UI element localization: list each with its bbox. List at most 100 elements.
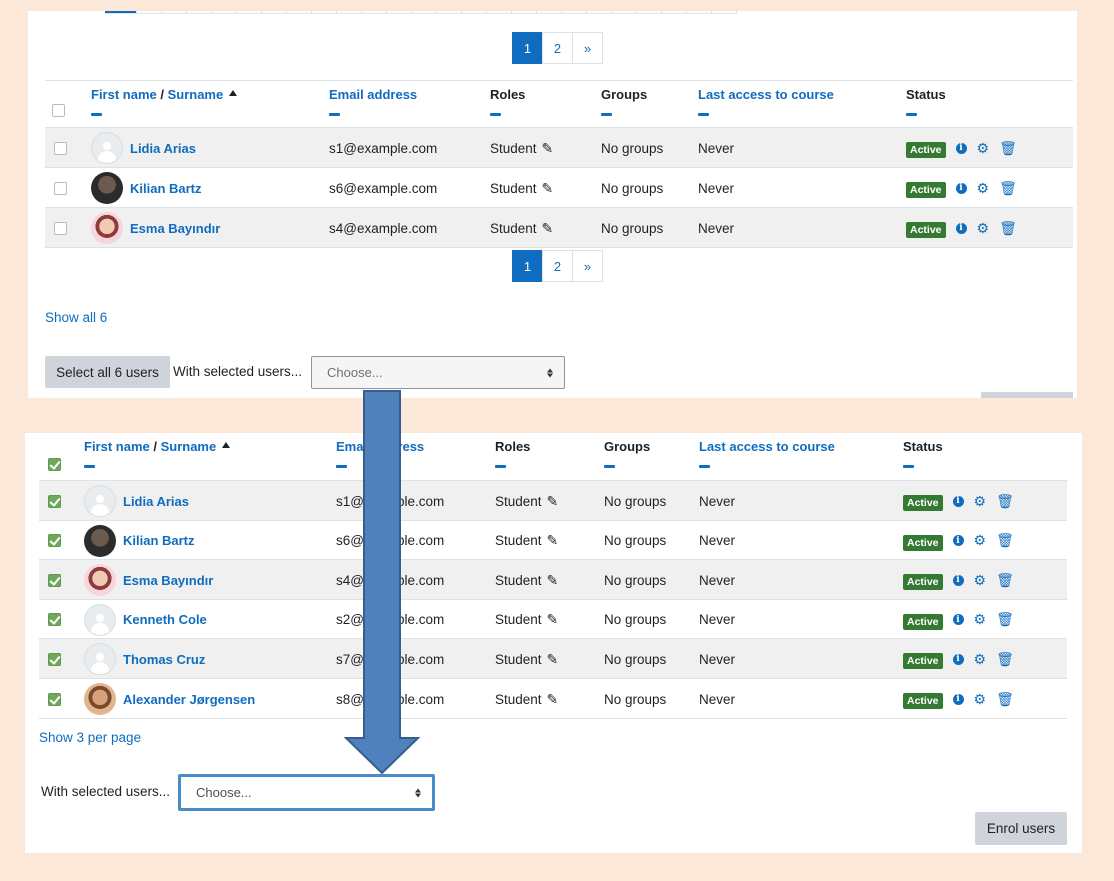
user-name-link[interactable]: Esma Bayındır — [130, 220, 221, 236]
gear-icon[interactable]: ⚙ — [973, 532, 987, 549]
next-page-link[interactable]: » — [572, 32, 603, 64]
page-1-link[interactable]: 1 — [512, 32, 543, 64]
next-page-link[interactable]: » — [572, 250, 603, 282]
user-name-link[interactable]: Kilian Bartz — [123, 533, 195, 549]
info-icon[interactable]: i — [952, 693, 964, 705]
gear-icon[interactable]: ⚙ — [973, 571, 987, 588]
first-name-sort-link[interactable]: First name — [84, 439, 150, 454]
row-checkbox[interactable] — [48, 613, 61, 627]
trash-icon[interactable]: 🗑 — [996, 532, 1014, 549]
trash-icon[interactable]: 🗑 — [999, 139, 1017, 156]
avatar[interactable] — [91, 172, 123, 204]
row-checkbox[interactable] — [48, 534, 61, 548]
info-icon[interactable]: i — [955, 182, 967, 194]
avatar[interactable] — [84, 524, 116, 557]
last-access-sort-link[interactable]: Last access to course — [698, 87, 834, 102]
avatar[interactable] — [84, 564, 116, 597]
row-checkbox[interactable] — [48, 652, 61, 666]
last-access-cell: Never — [699, 493, 736, 509]
trash-icon[interactable]: 🗑 — [996, 690, 1014, 707]
gear-icon[interactable]: ⚙ — [973, 611, 987, 628]
surname-sort-link[interactable]: Surname — [167, 87, 224, 102]
collapse-column-icon[interactable] — [906, 113, 917, 116]
trash-icon[interactable]: 🗑 — [996, 611, 1014, 628]
bulk-action-select[interactable]: Choose... — [311, 356, 565, 389]
page-1-link[interactable]: 1 — [512, 250, 543, 282]
info-icon[interactable]: i — [952, 495, 964, 507]
pencil-icon[interactable]: ✎ — [546, 650, 559, 667]
trash-icon[interactable]: 🗑 — [999, 219, 1017, 236]
gear-icon[interactable]: ⚙ — [976, 139, 990, 156]
gear-icon[interactable]: ⚙ — [976, 179, 990, 196]
pencil-icon[interactable]: ✎ — [541, 219, 554, 236]
row-checkbox[interactable] — [54, 181, 67, 195]
user-name-link[interactable]: Thomas Cruz — [123, 651, 206, 667]
collapse-column-icon[interactable] — [329, 113, 340, 116]
row-checkbox[interactable] — [48, 573, 61, 587]
collapse-column-icon[interactable] — [495, 465, 506, 468]
pencil-icon[interactable]: ✎ — [546, 611, 559, 628]
collapse-column-icon[interactable] — [903, 465, 914, 468]
avatar[interactable] — [84, 683, 116, 715]
pencil-icon[interactable]: ✎ — [541, 139, 554, 156]
show-per-page-link[interactable]: Show 3 per page — [39, 730, 142, 745]
collapse-column-icon[interactable] — [698, 113, 709, 116]
gear-icon[interactable]: ⚙ — [973, 650, 987, 667]
page-2-link[interactable]: 2 — [542, 32, 573, 64]
user-name-link[interactable]: Kilian Bartz — [130, 180, 202, 196]
user-name-link[interactable]: Lidia Arias — [130, 140, 196, 156]
pencil-icon[interactable]: ✎ — [546, 532, 559, 549]
info-icon[interactable]: i — [955, 222, 967, 234]
trash-icon[interactable]: 🗑 — [996, 492, 1014, 509]
enrol-users-button-partial[interactable] — [981, 392, 1073, 398]
email-sort-link[interactable]: Email address — [329, 87, 418, 102]
select-all-users-button[interactable]: Select all 6 users — [45, 356, 170, 388]
info-icon[interactable]: i — [952, 574, 964, 586]
collapse-column-icon[interactable] — [91, 113, 102, 116]
first-name-sort-link[interactable]: First name — [91, 87, 157, 102]
select-all-checkbox[interactable] — [48, 457, 61, 471]
user-name-link[interactable]: Lidia Arias — [123, 493, 189, 509]
collapse-column-icon[interactable] — [699, 465, 710, 468]
row-checkbox[interactable] — [54, 221, 67, 235]
info-icon[interactable]: i — [952, 535, 964, 547]
user-name-link[interactable]: Esma Bayındır — [123, 572, 214, 588]
avatar[interactable] — [84, 603, 116, 636]
gear-icon[interactable]: ⚙ — [973, 492, 987, 509]
info-icon[interactable]: i — [952, 614, 964, 626]
select-all-checkbox[interactable] — [52, 103, 65, 117]
avatar[interactable] — [91, 132, 123, 164]
user-name-link[interactable]: Alexander Jørgensen — [123, 691, 256, 707]
email-column-header: Email address — [329, 87, 417, 116]
page-2-link[interactable]: 2 — [542, 250, 573, 282]
last-access-sort-link[interactable]: Last access to course — [699, 439, 835, 454]
avatar[interactable] — [84, 485, 116, 517]
trash-icon[interactable]: 🗑 — [996, 571, 1014, 588]
collapse-column-icon[interactable] — [336, 465, 347, 468]
avatar[interactable] — [84, 643, 116, 676]
trash-icon[interactable]: 🗑 — [996, 650, 1014, 667]
user-name-link[interactable]: Kenneth Cole — [123, 612, 207, 628]
collapse-column-icon[interactable] — [601, 113, 612, 116]
enrol-users-button[interactable]: Enrol users — [975, 812, 1067, 845]
trash-icon[interactable]: 🗑 — [999, 179, 1017, 196]
pencil-icon[interactable]: ✎ — [546, 690, 559, 707]
pencil-icon[interactable]: ✎ — [546, 571, 559, 588]
row-checkbox[interactable] — [48, 494, 61, 508]
info-icon[interactable]: i — [955, 142, 967, 154]
row-checkbox[interactable] — [48, 692, 61, 706]
email-sort-link[interactable]: Email address — [336, 439, 425, 454]
gear-icon[interactable]: ⚙ — [976, 219, 990, 236]
pencil-icon[interactable]: ✎ — [541, 179, 554, 196]
bulk-action-select[interactable]: Choose... — [178, 774, 435, 811]
pencil-icon[interactable]: ✎ — [546, 492, 559, 509]
show-all-link[interactable]: Show all 6 — [45, 310, 108, 325]
collapse-column-icon[interactable] — [84, 465, 95, 468]
info-icon[interactable]: i — [952, 653, 964, 665]
gear-icon[interactable]: ⚙ — [973, 690, 987, 707]
collapse-column-icon[interactable] — [490, 113, 501, 116]
surname-sort-link[interactable]: Surname — [160, 439, 217, 454]
avatar[interactable] — [91, 212, 123, 244]
collapse-column-icon[interactable] — [604, 465, 615, 468]
row-checkbox[interactable] — [54, 141, 67, 155]
